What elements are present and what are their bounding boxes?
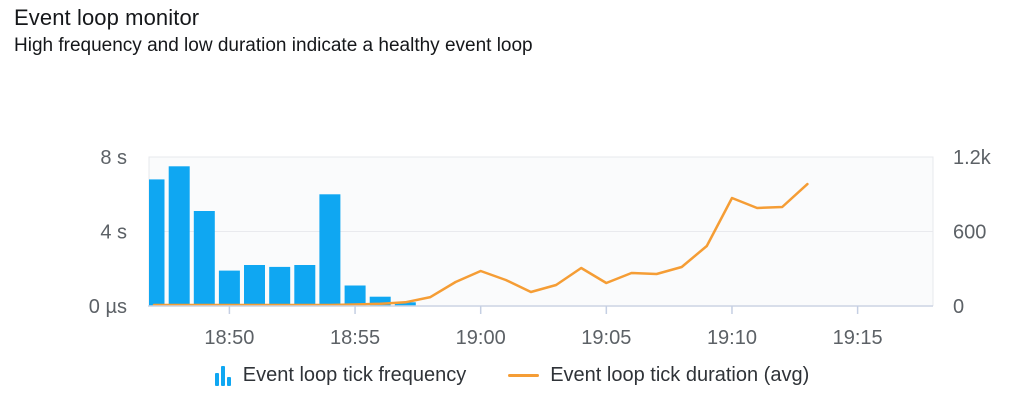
- frequency-bar: [269, 266, 291, 306]
- line-series-icon: [508, 374, 540, 377]
- legend-label-duration: Event loop tick duration (avg): [550, 364, 810, 386]
- frequency-bars: [149, 166, 416, 307]
- legend-label-frequency: Event loop tick frequency: [242, 364, 467, 386]
- chart-legend: Event loop tick frequency Event loop tic…: [0, 364, 1024, 387]
- left-tick-label: 4 s: [100, 222, 127, 244]
- left-axis-labels: 0 µs 4 s 8 s: [89, 147, 127, 318]
- x-axis-labels: 18:50 18:55 19:00 19:05 19:10 19:15: [204, 306, 883, 349]
- event-loop-chart: 18:50 18:55 19:00 19:05 19:10 19:15 0 µs 4 s 8 s…: [89, 147, 992, 349]
- frequency-bar: [244, 265, 265, 306]
- frequency-bar: [319, 194, 341, 307]
- duration-line: [152, 182, 809, 307]
- panel-title: Event loop monitor: [14, 5, 200, 30]
- frequency-bar: [168, 166, 190, 306]
- right-tick-label: 1.2k: [953, 147, 992, 169]
- frequency-bar: [394, 302, 416, 306]
- frequency-bar: [149, 179, 165, 306]
- right-tick-label: 0: [953, 296, 964, 318]
- legend-item-duration[interactable]: Event loop tick duration (avg): [508, 364, 809, 387]
- right-tick-label: 600: [953, 222, 986, 244]
- bar-chart-icon: [214, 366, 231, 386]
- frequency-bar: [193, 211, 215, 306]
- x-tick-label: 18:55: [330, 327, 380, 349]
- right-axis-labels: 0 600 1.2k: [953, 147, 992, 318]
- frequency-bar: [369, 296, 391, 306]
- left-tick-label: 0 µs: [89, 296, 127, 318]
- x-tick-label: 19:05: [581, 327, 631, 349]
- x-tick-label: 19:10: [707, 327, 757, 349]
- x-tick-label: 19:15: [833, 327, 883, 349]
- legend-item-frequency[interactable]: Event loop tick frequency: [214, 364, 467, 387]
- frequency-bar: [294, 265, 316, 306]
- frequency-bar: [218, 270, 240, 306]
- panel-subtitle: High frequency and low duration indicate…: [14, 35, 533, 56]
- left-tick-label: 8 s: [100, 147, 127, 169]
- x-tick-label: 19:00: [456, 327, 506, 349]
- frequency-bar: [344, 285, 366, 306]
- x-tick-label: 18:50: [204, 327, 254, 349]
